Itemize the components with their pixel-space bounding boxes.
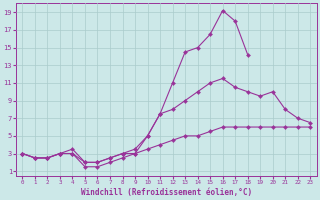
X-axis label: Windchill (Refroidissement éolien,°C): Windchill (Refroidissement éolien,°C) <box>81 188 252 197</box>
